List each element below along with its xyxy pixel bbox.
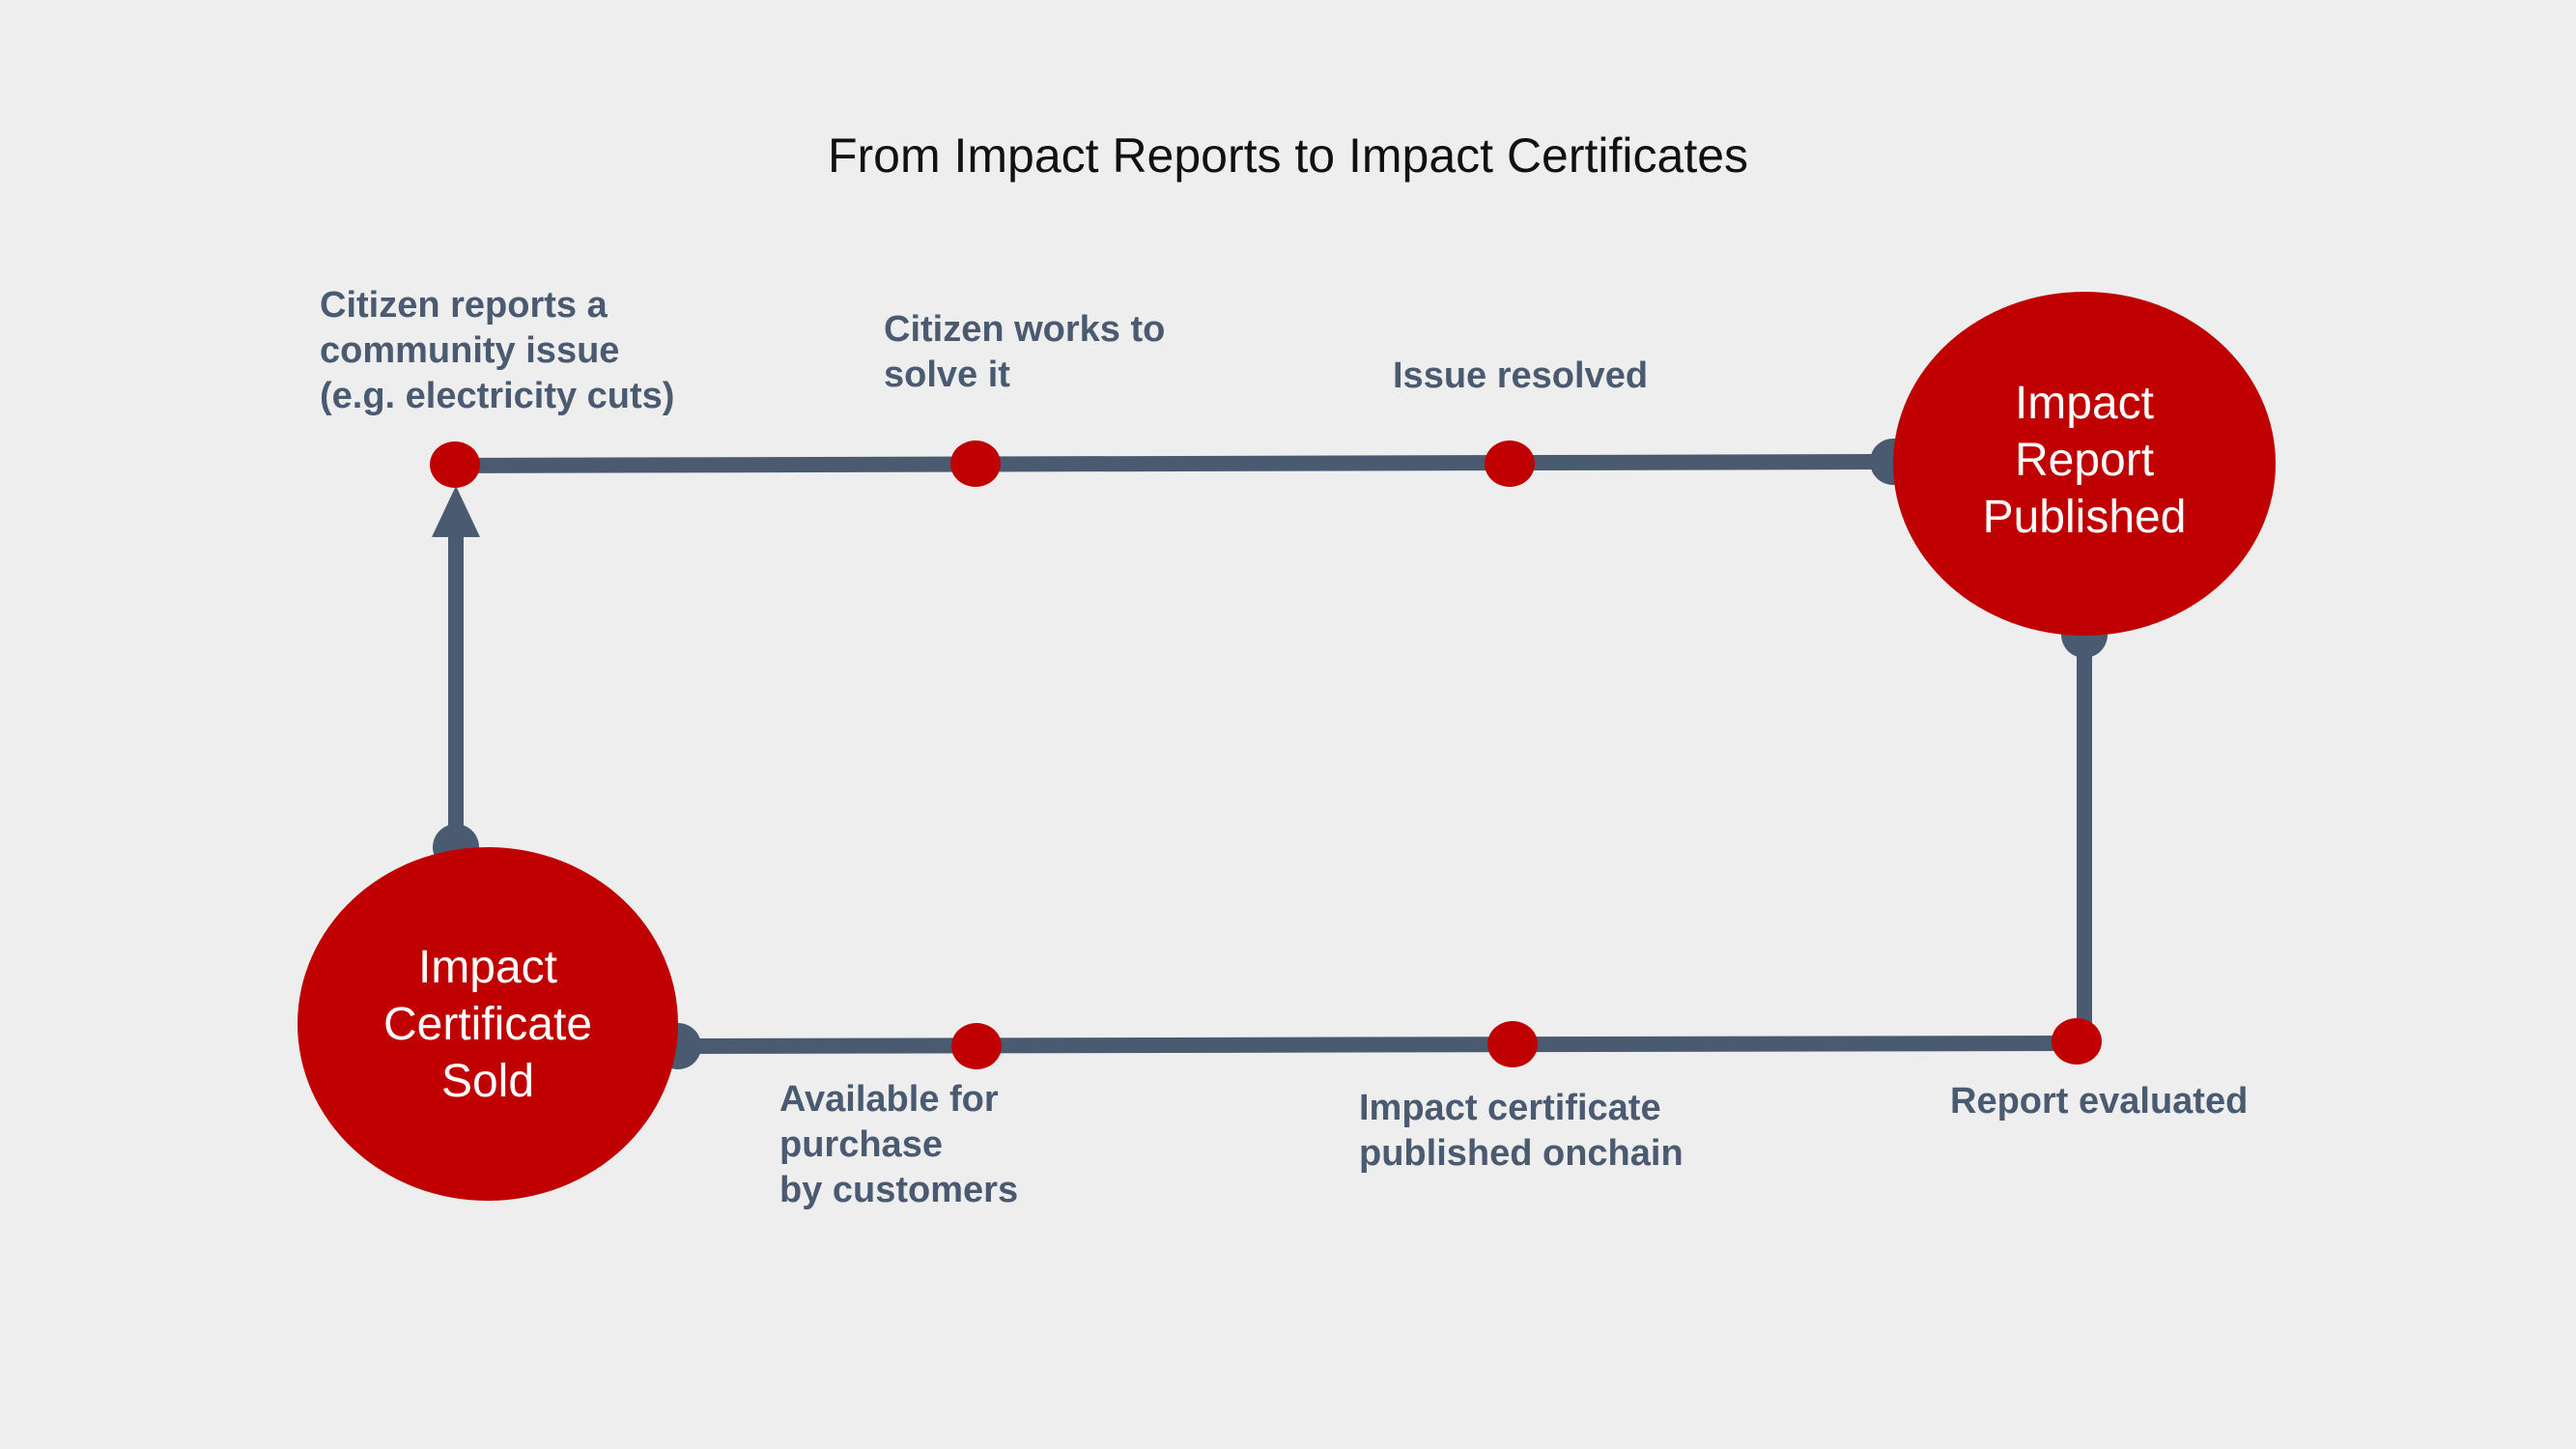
step-dot-citizen-reports xyxy=(430,441,480,488)
step-label-certificate-onchain: Impact certificate published onchain xyxy=(1359,1088,1684,1174)
impact-certificate-node xyxy=(297,847,678,1201)
step-label-available-purchase: Available for purchase by customers xyxy=(779,1079,1019,1210)
diagram-title: From Impact Reports to Impact Certificat… xyxy=(827,128,1749,183)
impact-report-node-label: Impact Report Published xyxy=(1982,378,2187,543)
step-dot-available-purchase xyxy=(951,1023,1002,1069)
step-dot-citizen-works xyxy=(950,440,1001,487)
top-connector xyxy=(447,454,1896,473)
step-dot-issue-resolved xyxy=(1485,440,1535,487)
up-arrowhead xyxy=(432,486,480,537)
bottom-connector xyxy=(668,1036,2082,1054)
step-dot-certificate-onchain xyxy=(1487,1021,1538,1067)
step-label-report-evaluated: Report evaluated xyxy=(1950,1081,2249,1122)
impact-certificate-node-label: Impact Certificate Sold xyxy=(382,942,593,1107)
impact-report-node xyxy=(1893,292,2276,636)
step-label-citizen-works: Citizen works to solve it xyxy=(884,309,1166,395)
step-dot-report-evaluated xyxy=(2052,1018,2102,1065)
step-label-issue-resolved: Issue resolved xyxy=(1393,355,1649,396)
step-label-citizen-reports: Citizen reports a community issue (e.g. … xyxy=(320,285,675,416)
